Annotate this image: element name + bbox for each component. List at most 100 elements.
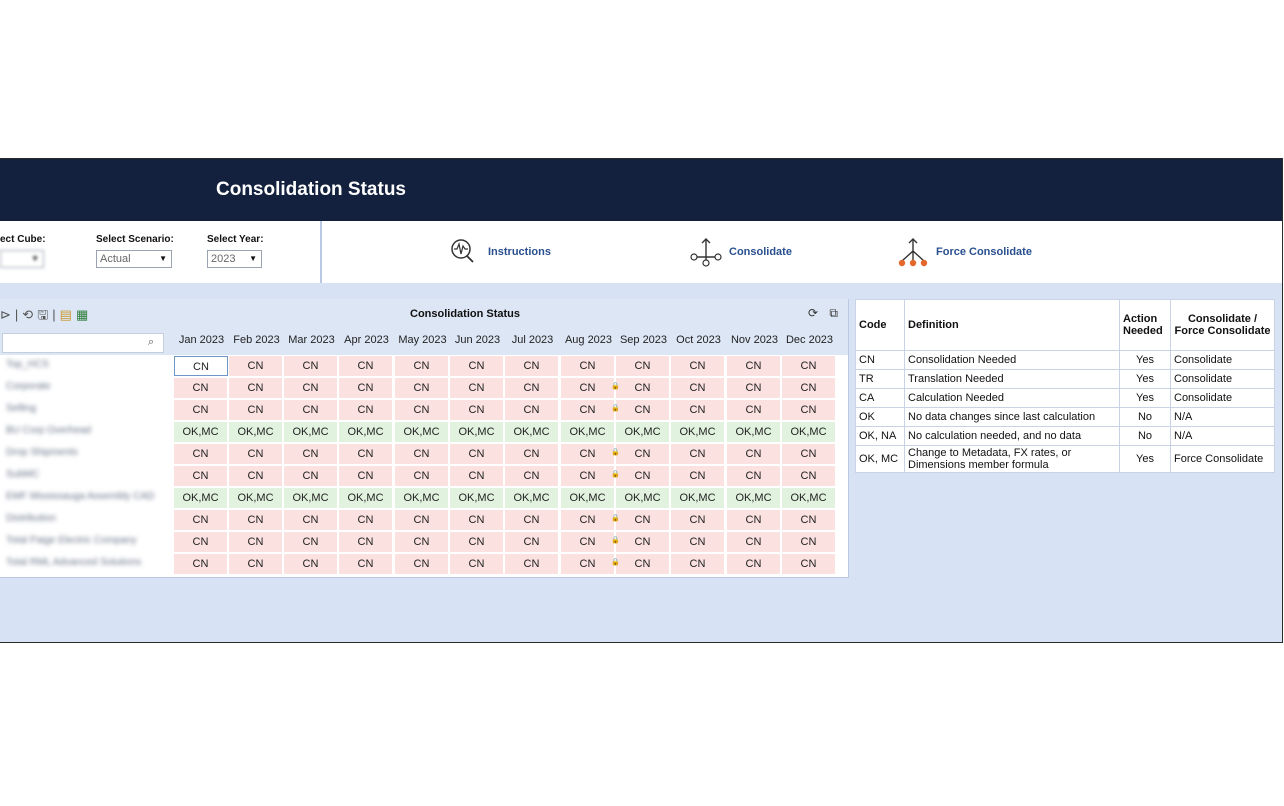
status-cell[interactable]: CN xyxy=(229,400,283,420)
status-cell[interactable]: CN xyxy=(782,532,836,552)
force-consolidate-button[interactable]: Force Consolidate xyxy=(896,235,1032,269)
status-cell[interactable]: CN xyxy=(339,532,393,552)
status-cell[interactable]: CN xyxy=(174,400,228,420)
status-cell[interactable]: OK,MC xyxy=(671,422,725,442)
status-cell[interactable]: CN xyxy=(229,532,283,552)
status-cell[interactable]: CN xyxy=(727,554,781,574)
status-cell[interactable]: CN xyxy=(727,356,781,376)
status-cell[interactable]: CN xyxy=(395,356,449,376)
binoculars-icon[interactable]: ⌕ xyxy=(148,336,155,348)
status-cell[interactable]: CN xyxy=(561,466,615,486)
status-cell[interactable]: CN xyxy=(505,510,559,530)
status-cell[interactable]: CN xyxy=(782,378,836,398)
excel-icon[interactable]: ▦ xyxy=(75,307,93,322)
status-cell[interactable]: CN xyxy=(616,378,670,398)
status-cell[interactable]: CN xyxy=(616,444,670,464)
status-cell[interactable]: OK,MC xyxy=(505,488,559,508)
status-cell[interactable]: CN xyxy=(229,466,283,486)
status-cell[interactable]: CN xyxy=(505,554,559,574)
save-icon[interactable]: 🖫 xyxy=(37,307,53,322)
status-cell[interactable]: CN xyxy=(671,378,725,398)
status-cell[interactable]: CN xyxy=(727,510,781,530)
status-cell[interactable]: CN xyxy=(174,466,228,486)
status-cell[interactable]: CN xyxy=(671,554,725,574)
status-cell[interactable]: OK,MC xyxy=(616,422,670,442)
entity-label[interactable]: Total Paige Electric Company xyxy=(6,535,137,546)
status-cell[interactable]: CN xyxy=(727,400,781,420)
status-cell[interactable]: CN xyxy=(174,510,228,530)
status-cell[interactable]: CN xyxy=(339,554,393,574)
status-cell[interactable]: CN xyxy=(782,466,836,486)
status-cell[interactable]: CN xyxy=(174,532,228,552)
status-cell[interactable]: OK,MC xyxy=(174,422,228,442)
consolidate-button[interactable]: Consolidate xyxy=(689,235,792,269)
status-cell[interactable]: OK,MC xyxy=(450,422,504,442)
status-cell[interactable]: OK,MC xyxy=(339,488,393,508)
status-cell[interactable]: CN xyxy=(561,510,615,530)
status-cell[interactable]: OK,MC xyxy=(284,488,338,508)
status-cell[interactable]: OK,MC xyxy=(505,422,559,442)
status-cell[interactable]: CN xyxy=(395,532,449,552)
status-cell[interactable]: CN xyxy=(450,400,504,420)
entity-label[interactable]: SubMC xyxy=(6,469,40,480)
status-cell[interactable]: CN xyxy=(505,466,559,486)
status-cell[interactable]: CN xyxy=(782,356,836,376)
status-cell[interactable]: CN xyxy=(671,510,725,530)
undo-icon[interactable]: ⟲ xyxy=(22,307,38,322)
status-cell[interactable]: CN xyxy=(450,510,504,530)
status-cell[interactable]: CN xyxy=(339,444,393,464)
status-cell[interactable]: CN xyxy=(505,356,559,376)
entity-label[interactable]: Corporate xyxy=(6,381,51,392)
row-filter-input[interactable] xyxy=(2,333,164,353)
status-cell[interactable]: CN xyxy=(284,356,338,376)
status-cell[interactable]: CN xyxy=(174,356,228,376)
status-cell[interactable]: CN xyxy=(561,554,615,574)
status-cell[interactable]: CN xyxy=(505,444,559,464)
status-cell[interactable]: OK,MC xyxy=(284,422,338,442)
status-cell[interactable]: CN xyxy=(339,510,393,530)
status-cell[interactable]: CN xyxy=(284,466,338,486)
entity-label[interactable]: EMF Mississauga Assembly CAD xyxy=(6,491,155,502)
document-icon[interactable]: ▤ xyxy=(59,307,76,322)
status-cell[interactable]: CN xyxy=(450,554,504,574)
status-cell[interactable]: OK,MC xyxy=(727,488,781,508)
instructions-button[interactable]: Instructions xyxy=(448,235,551,269)
refresh-icon[interactable]: ⟳ xyxy=(808,306,819,320)
status-cell[interactable]: CN xyxy=(561,444,615,464)
status-cell[interactable]: OK,MC xyxy=(561,488,615,508)
status-cell[interactable]: CN xyxy=(174,378,228,398)
status-cell[interactable]: OK,MC xyxy=(229,422,283,442)
status-cell[interactable]: CN xyxy=(616,554,670,574)
status-cell[interactable]: CN xyxy=(450,532,504,552)
status-cell[interactable]: OK,MC xyxy=(782,488,836,508)
status-cell[interactable]: CN xyxy=(395,400,449,420)
cube-select[interactable]: ▼ xyxy=(0,250,44,268)
status-cell[interactable]: CN xyxy=(727,532,781,552)
status-cell[interactable]: CN xyxy=(727,466,781,486)
status-cell[interactable]: CN xyxy=(450,356,504,376)
status-cell[interactable]: CN xyxy=(284,444,338,464)
entity-label[interactable]: Selling xyxy=(6,403,37,414)
status-cell[interactable]: CN xyxy=(782,554,836,574)
status-cell[interactable]: OK,MC xyxy=(616,488,670,508)
status-cell[interactable]: CN xyxy=(671,532,725,552)
status-cell[interactable]: CN xyxy=(284,532,338,552)
entity-label[interactable]: BU Corp Overhead xyxy=(6,425,92,436)
status-cell[interactable]: CN xyxy=(616,466,670,486)
status-cell[interactable]: CN xyxy=(505,378,559,398)
entity-label[interactable]: Top_HCS xyxy=(6,359,49,370)
status-cell[interactable]: CN xyxy=(450,444,504,464)
status-cell[interactable]: CN xyxy=(616,356,670,376)
year-select[interactable]: 2023 ▼ xyxy=(207,250,262,268)
status-cell[interactable]: CN xyxy=(229,378,283,398)
status-cell[interactable]: OK,MC xyxy=(450,488,504,508)
status-cell[interactable]: CN xyxy=(339,466,393,486)
status-cell[interactable]: OK,MC xyxy=(671,488,725,508)
status-cell[interactable]: CN xyxy=(782,400,836,420)
status-cell[interactable]: CN xyxy=(395,378,449,398)
status-cell[interactable]: OK,MC xyxy=(174,488,228,508)
status-cell[interactable]: CN xyxy=(616,400,670,420)
status-cell[interactable]: CN xyxy=(561,532,615,552)
status-cell[interactable]: CN xyxy=(616,532,670,552)
status-cell[interactable]: CN xyxy=(616,510,670,530)
